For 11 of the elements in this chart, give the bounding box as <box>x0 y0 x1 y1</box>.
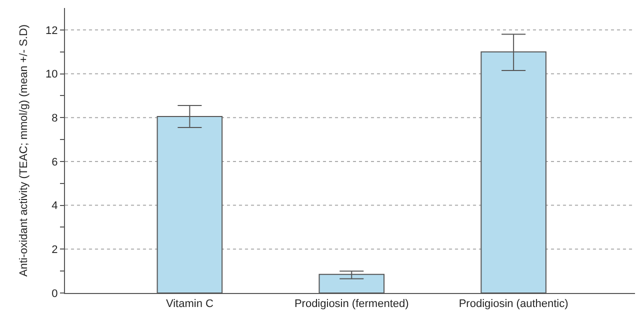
y-tick-label: 2 <box>52 244 58 256</box>
x-tick-label: Prodigiosin (authentic) <box>458 298 568 310</box>
y-tick-label: 4 <box>52 200 58 212</box>
x-tick-label: Vitamin C <box>166 298 214 310</box>
y-tick-label: 0 <box>52 288 58 300</box>
x-tick-label: Prodigiosin (fermented) <box>294 298 409 310</box>
y-tick-label: 8 <box>52 112 58 124</box>
y-tick-label: 10 <box>46 68 58 81</box>
y-tick-label: 12 <box>46 24 58 37</box>
y-tick-label: 6 <box>52 156 58 168</box>
y-axis-title: Anti-oxidant activity (TEAC; mmol/g) (mean +/- S.D) <box>18 24 30 277</box>
